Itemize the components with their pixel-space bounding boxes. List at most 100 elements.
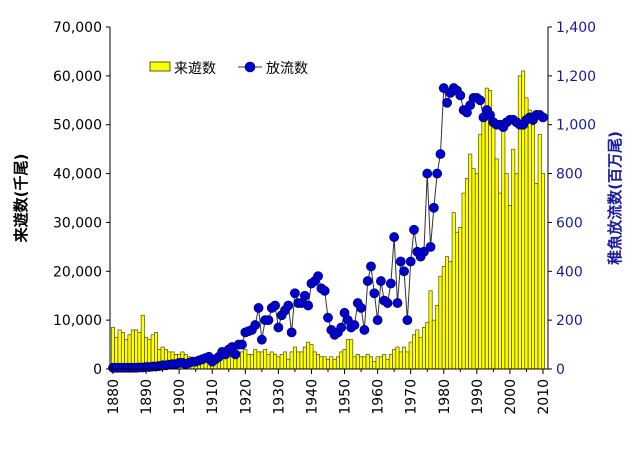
release-point-1938 xyxy=(299,290,310,301)
legend-line-label: 放流数 xyxy=(266,61,308,77)
bar-1987 xyxy=(464,178,469,370)
x-tick-label: 1920 xyxy=(238,379,254,415)
release-point-1929 xyxy=(270,300,280,311)
bar-1937 xyxy=(299,351,304,370)
release-point-1917 xyxy=(230,349,241,360)
bar-1995 xyxy=(491,119,496,370)
bar-1978 xyxy=(435,305,440,370)
right-tick-label: 200 xyxy=(556,313,583,329)
bar-1955 xyxy=(359,356,364,370)
bar-1950 xyxy=(342,349,347,370)
bar-1932 xyxy=(283,351,287,370)
bar-1880 xyxy=(111,327,115,370)
bar-1986 xyxy=(461,192,466,370)
release-point-1942 xyxy=(313,271,323,282)
left-tick-label: 60,000 xyxy=(53,69,102,85)
bar-1990 xyxy=(474,173,479,370)
bar-1921 xyxy=(246,354,251,370)
x-tick-label: 1930 xyxy=(271,379,287,415)
bar-1939 xyxy=(306,341,311,370)
bar-1941 xyxy=(312,351,317,370)
bar-1951 xyxy=(345,339,350,370)
release-point-1959 xyxy=(369,288,380,299)
release-point-1963 xyxy=(382,298,393,308)
bar-1925 xyxy=(259,351,264,370)
x-tick-label: 1900 xyxy=(172,379,188,415)
x-tick-label: 1910 xyxy=(205,379,221,415)
release-point-1979 xyxy=(435,149,446,159)
right-tick-label: 800 xyxy=(556,167,583,183)
bar-1965 xyxy=(392,349,397,370)
left-axis-title: 来遊数(千尾) xyxy=(12,154,30,244)
release-point-1945 xyxy=(323,312,333,323)
bar-1919 xyxy=(240,351,244,370)
bar-1964 xyxy=(388,354,393,370)
bar-1969 xyxy=(405,351,410,370)
release-point-1971 xyxy=(409,224,419,235)
bar-1934 xyxy=(289,351,294,370)
left-tick-label: 20,000 xyxy=(53,264,102,280)
bar-1997 xyxy=(498,192,502,370)
bar-1994 xyxy=(488,90,493,370)
release-point-1958 xyxy=(366,261,376,272)
x-tick-label: 1880 xyxy=(106,379,122,415)
right-tick-label: 0 xyxy=(556,362,565,378)
bar-1946 xyxy=(329,356,334,370)
legend-bar-label: 来遊数 xyxy=(174,61,216,77)
release-point-1934 xyxy=(286,327,297,338)
bar-1944 xyxy=(322,356,327,370)
x-tick-label: 1970 xyxy=(404,379,420,415)
left-tick-label: 30,000 xyxy=(53,215,102,231)
bar-1974 xyxy=(421,327,426,370)
bar-2002 xyxy=(514,173,519,370)
release-point-1974 xyxy=(419,246,429,257)
bar-1936 xyxy=(296,351,301,370)
x-tick-label: 1960 xyxy=(371,379,387,415)
bar-1929 xyxy=(273,354,278,370)
release-point-1970 xyxy=(405,256,416,267)
release-point-1927 xyxy=(263,315,274,326)
left-tick-label: 0 xyxy=(93,362,102,378)
release-point-1964 xyxy=(385,278,396,289)
bar-1966 xyxy=(395,346,400,370)
bar-1981 xyxy=(445,256,450,370)
bar-1977 xyxy=(431,319,436,370)
bar-1958 xyxy=(369,356,373,370)
x-tick-label: 1890 xyxy=(139,379,155,415)
left-tick-label: 10,000 xyxy=(53,313,102,329)
release-point-1967 xyxy=(395,256,406,267)
bar-1952 xyxy=(349,339,354,370)
bar-1938 xyxy=(302,346,307,370)
bar-1930 xyxy=(276,356,281,370)
release-point-1968 xyxy=(399,266,409,277)
release-point-1933 xyxy=(283,300,294,311)
right-tick-label: 1,400 xyxy=(556,20,596,36)
release-point-1923 xyxy=(250,320,261,330)
bar-1949 xyxy=(339,351,344,370)
release-point-1981 xyxy=(442,97,452,108)
bar-1960 xyxy=(375,356,380,370)
x-tick-label: 1950 xyxy=(338,379,354,415)
bar-2001 xyxy=(511,148,516,370)
bar-1968 xyxy=(402,346,407,370)
bar-2008 xyxy=(534,183,539,370)
bar-1962 xyxy=(382,354,387,370)
release-point-1955 xyxy=(356,303,366,313)
bar-1933 xyxy=(286,358,291,370)
bar-1923 xyxy=(253,349,258,370)
release-point-1956 xyxy=(359,325,370,335)
left-tick-label: 70,000 xyxy=(53,20,102,36)
bar-1940 xyxy=(309,344,314,370)
bar-1998 xyxy=(501,124,506,370)
bar-2009 xyxy=(537,134,542,370)
bar-1953 xyxy=(352,356,357,370)
bar-1991 xyxy=(478,134,483,370)
right-tick-label: 1,200 xyxy=(556,69,596,85)
bar-1945 xyxy=(326,358,330,370)
legend-bar-swatch xyxy=(149,61,171,72)
release-point-1960 xyxy=(372,315,383,326)
x-tick-label: 1940 xyxy=(304,379,320,415)
bar-1931 xyxy=(279,354,284,370)
bar-1954 xyxy=(355,354,360,370)
bar-1920 xyxy=(243,349,248,370)
